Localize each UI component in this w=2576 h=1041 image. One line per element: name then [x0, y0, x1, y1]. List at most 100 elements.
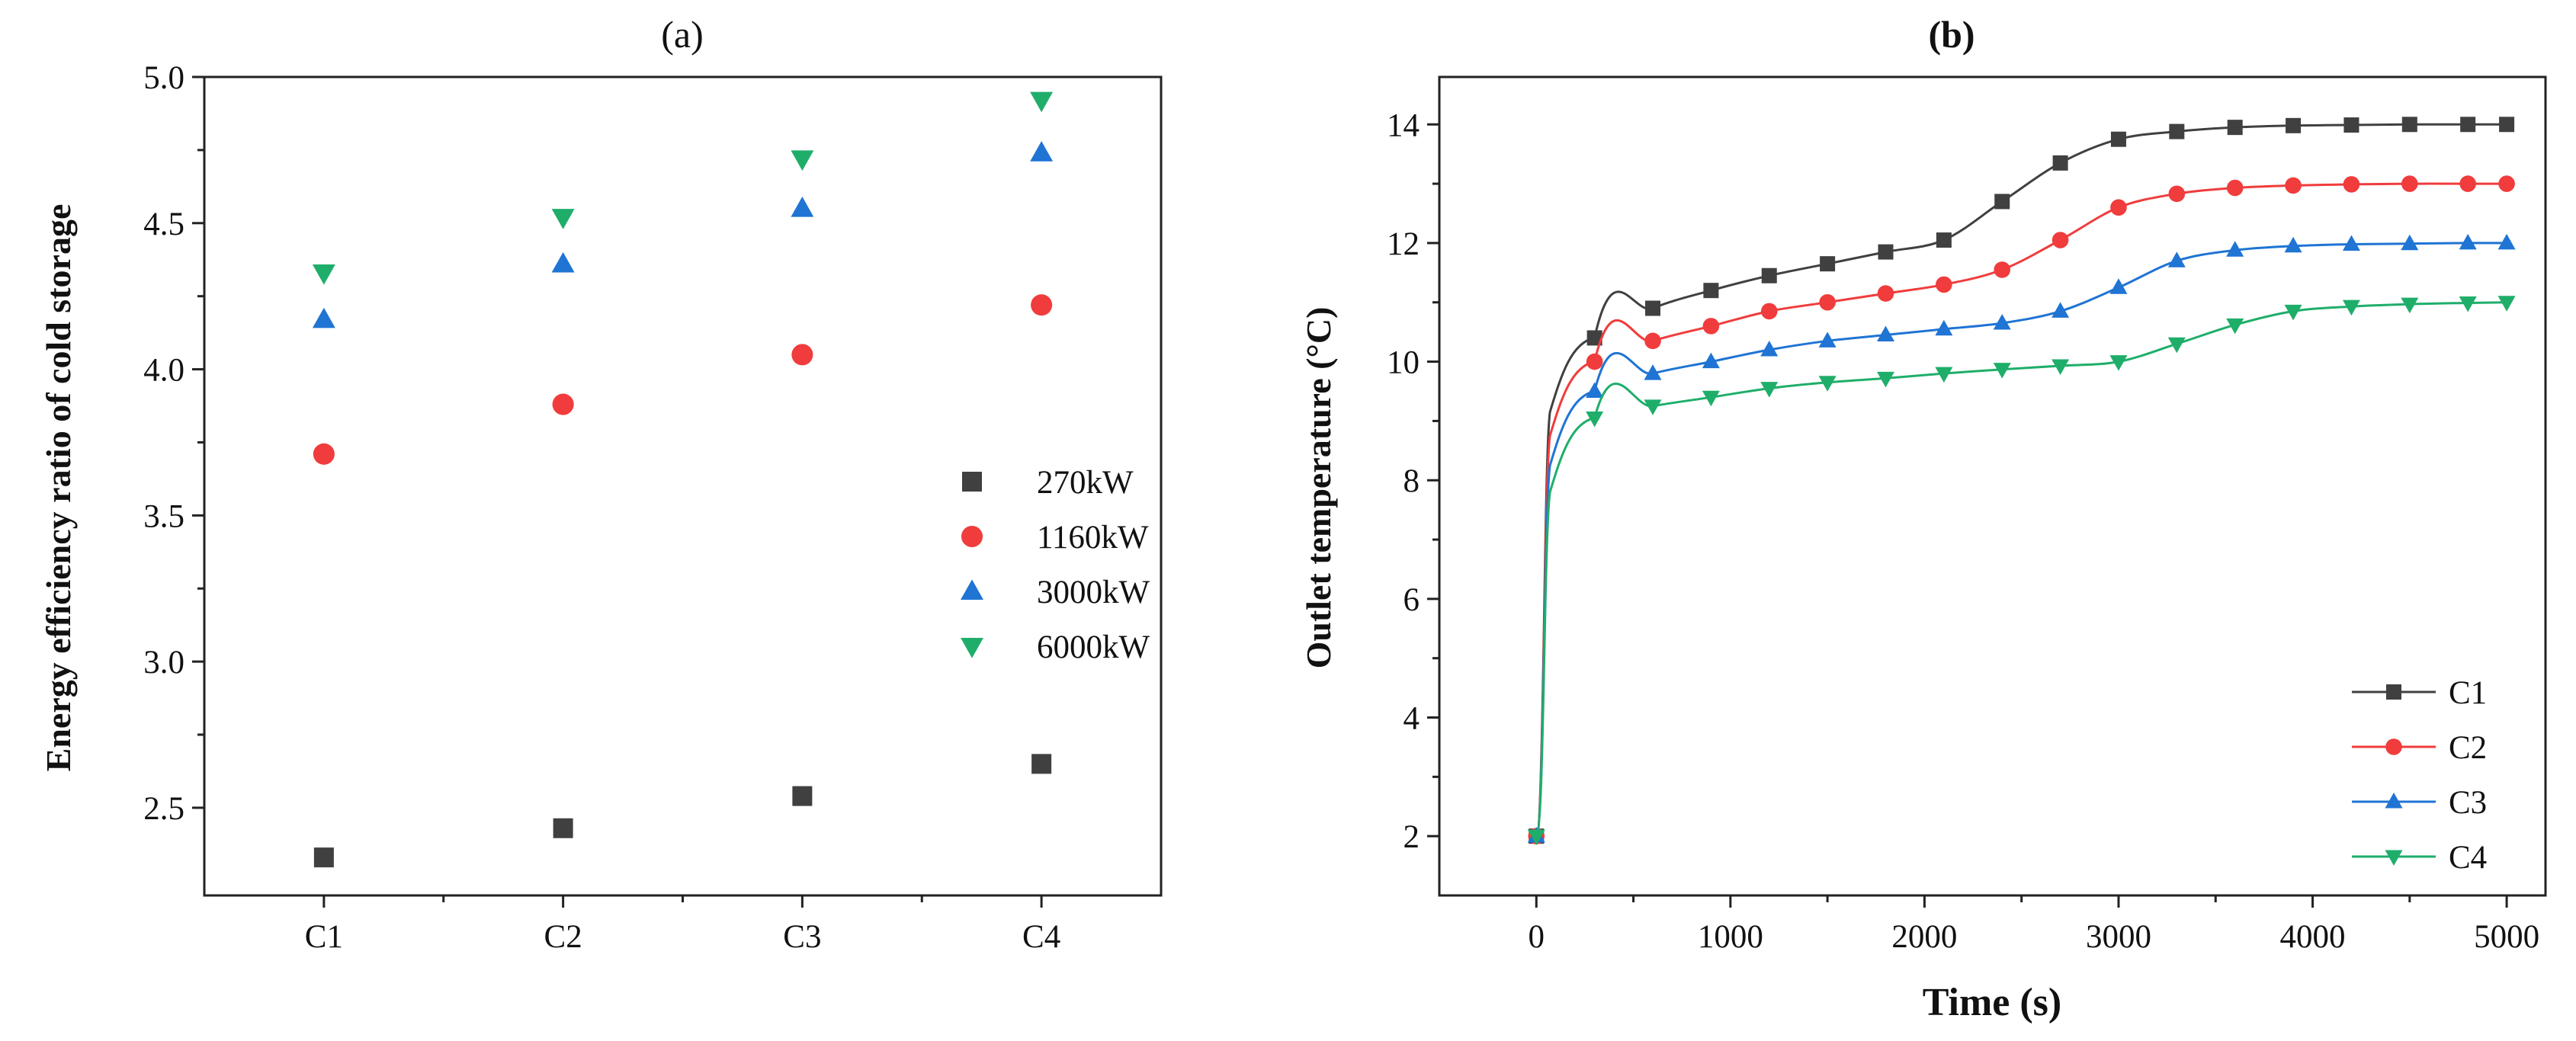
panel-b-ticks: 2 4 6 8 10 12 14 0 1000 2000 3000 4000 5000: [1387, 107, 2539, 955]
panel-b-point-c2-3600: [2226, 179, 2244, 197]
panel-b-x-tick-label: 1000: [1698, 919, 1763, 955]
panel-b-point-c3-4500: [2401, 234, 2419, 251]
panel-b-legend-marker-c1: [2386, 684, 2401, 700]
panel-b-point-c1-4500: [2401, 117, 2417, 133]
panel-b-y-tick-label: 14: [1387, 107, 1420, 143]
panel-a-point-270kw-c4: [1031, 754, 1052, 774]
panel-b-point-c4-3300: [2167, 337, 2186, 354]
panel-a-point-3000kw-c4: [1030, 141, 1054, 162]
panel-b-point-c2-900: [1702, 318, 1720, 335]
panel-b-y-tick-label: 12: [1387, 226, 1420, 262]
panel-b-lines: [1527, 117, 2516, 846]
panel-b-point-c4-2100: [1935, 367, 1953, 383]
panel-b-point-c2-600: [1644, 332, 1661, 350]
panel-b-point-c1-4200: [2343, 117, 2359, 133]
panel-a-legend: 270kW 1160kW 3000kW 6000kW: [961, 465, 1150, 665]
panel-a-y-tick-label: 4.5: [143, 207, 184, 242]
panel-b-point-c4-1800: [1876, 371, 1894, 388]
panel-b-y-tick-label: 6: [1403, 582, 1420, 618]
panel-b-point-c3-2700: [2051, 302, 2070, 318]
panel-b-point-c2-2400: [1994, 261, 2011, 278]
panel-a-point-3000kw-c1: [312, 307, 335, 328]
panel-b-point-c4-3000: [2109, 355, 2128, 371]
panel-a-legend-marker-3000kw: [961, 579, 983, 601]
panel-b-x-tick-label: 5000: [2474, 919, 2539, 955]
panel-b-point-c3-3600: [2226, 241, 2244, 257]
panel-b-point-c1-600: [1645, 300, 1661, 316]
panel-b-point-c3-600: [1644, 364, 1662, 380]
panel-b-point-c3-900: [1702, 352, 1720, 369]
panel-b-point-c3-300: [1586, 382, 1604, 398]
panel-b-point-c3-3900: [2284, 236, 2302, 253]
panel-a-y-tick-label: 4.0: [143, 353, 184, 389]
panel-a-marks: [312, 91, 1054, 868]
panel-b-legend: C1 C2 C3 C4: [2352, 675, 2487, 876]
panel-a-point-1160kw-c2: [552, 393, 574, 415]
panel-b-point-c4-2700: [2051, 359, 2070, 376]
panel-b-point-c1-2400: [1994, 194, 2010, 210]
panel-b-point-c3-1200: [1760, 341, 1779, 357]
panel-b-point-c4-3900: [2284, 304, 2302, 321]
panel-a-point-3000kw-c2: [551, 251, 575, 273]
panel-b-point-c4-900: [1702, 390, 1720, 407]
panel-b-point-c1-3300: [2169, 123, 2185, 139]
panel-b-point-c3-2100: [1935, 319, 1953, 336]
panel-b-point-c1-300: [1586, 330, 1602, 346]
panel-a-label: (a): [661, 13, 704, 56]
panel-a-x-tick-label-c1: C1: [305, 919, 343, 955]
panel-b-legend-marker-c3: [2385, 793, 2403, 809]
panel-b-point-c2-3300: [2168, 185, 2186, 203]
panel-b-point-c1-3600: [2227, 120, 2243, 136]
panel-b-point-c2-300: [1586, 353, 1603, 370]
panel-a-x-tick-label-c4: C4: [1022, 919, 1060, 955]
panel-a: (a) Energy efficiency ratio of cold stor…: [39, 13, 1163, 955]
panel-a-x-tick-label-c2: C2: [544, 919, 582, 955]
panel-b-point-c3-3000: [2109, 278, 2128, 294]
panel-a-x-tick-label-c3: C3: [783, 919, 821, 955]
panel-b-x-tick-label: 2000: [1891, 919, 1957, 955]
panel-b-point-c2-2700: [2051, 232, 2069, 248]
panel-b-point-c3-2400: [1993, 313, 2011, 330]
panel-b-point-c2-5000: [2498, 175, 2515, 192]
panel-a-point-270kw-c1: [313, 847, 334, 868]
panel-b-legend-label-c3: C3: [2449, 785, 2487, 821]
panel-b-legend-label-c4: C4: [2449, 840, 2487, 876]
panel-b-point-c4-4800: [2459, 296, 2477, 312]
panel-b-plot-frame: [1438, 75, 2547, 897]
panel-b-legend-label-c1: C1: [2449, 675, 2487, 711]
panel-a-y-tick-label: 3.5: [143, 498, 184, 534]
panel-a-point-270kw-c3: [792, 786, 813, 806]
panel-a-point-6000kw-c1: [312, 264, 335, 285]
panel-b-label: (b): [1928, 13, 1975, 56]
panel-b-x-tick-label: 0: [1529, 919, 1545, 955]
panel-b-line-c1: [1535, 123, 2507, 838]
panel-b-point-c4-4500: [2401, 297, 2419, 314]
panel-b-legend-marker-c2: [2385, 738, 2402, 755]
panel-a-point-1160kw-c3: [791, 344, 813, 366]
panel-b-x-axis-title: Time (s): [1923, 981, 2061, 1024]
panel-a-legend-label-1160kw: 1160kW: [1037, 520, 1149, 556]
panel-a-legend-label-3000kw: 3000kW: [1037, 575, 1150, 610]
panel-b-point-c1-3900: [2286, 117, 2302, 133]
panel-b-point-c2-3900: [2285, 177, 2302, 194]
panel-a-legend-label-6000kw: 6000kW: [1037, 629, 1150, 665]
panel-b-y-tick-label: 10: [1387, 345, 1420, 381]
panel-a-legend-marker-6000kw: [961, 637, 983, 658]
panel-b-point-c3-1500: [1818, 332, 1837, 348]
panel-b-x-tick-label: 4000: [2280, 919, 2346, 955]
panel-b-y-axis-title: Outlet temperature (°C): [1299, 307, 1338, 669]
panel-b-point-c4-300: [1586, 412, 1604, 428]
panel-a-point-6000kw-c2: [551, 209, 575, 229]
panel-b-point-c2-1500: [1819, 293, 1836, 311]
panel-b-point-c4-5000: [2497, 296, 2516, 312]
panel-a-point-1160kw-c1: [313, 443, 335, 465]
panel-b-point-c1-1500: [1820, 256, 1836, 272]
panel-b-point-c2-4200: [2343, 176, 2360, 193]
panel-b-legend-marker-c4: [2385, 850, 2403, 866]
panel-b-y-tick-label: 2: [1403, 819, 1420, 855]
panel-b-point-c1-900: [1703, 283, 1719, 299]
panel-a-legend-label-270kw: 270kW: [1037, 465, 1134, 501]
panel-b-point-c4-1500: [1818, 376, 1837, 392]
panel-b-point-c3-1800: [1876, 325, 1894, 342]
